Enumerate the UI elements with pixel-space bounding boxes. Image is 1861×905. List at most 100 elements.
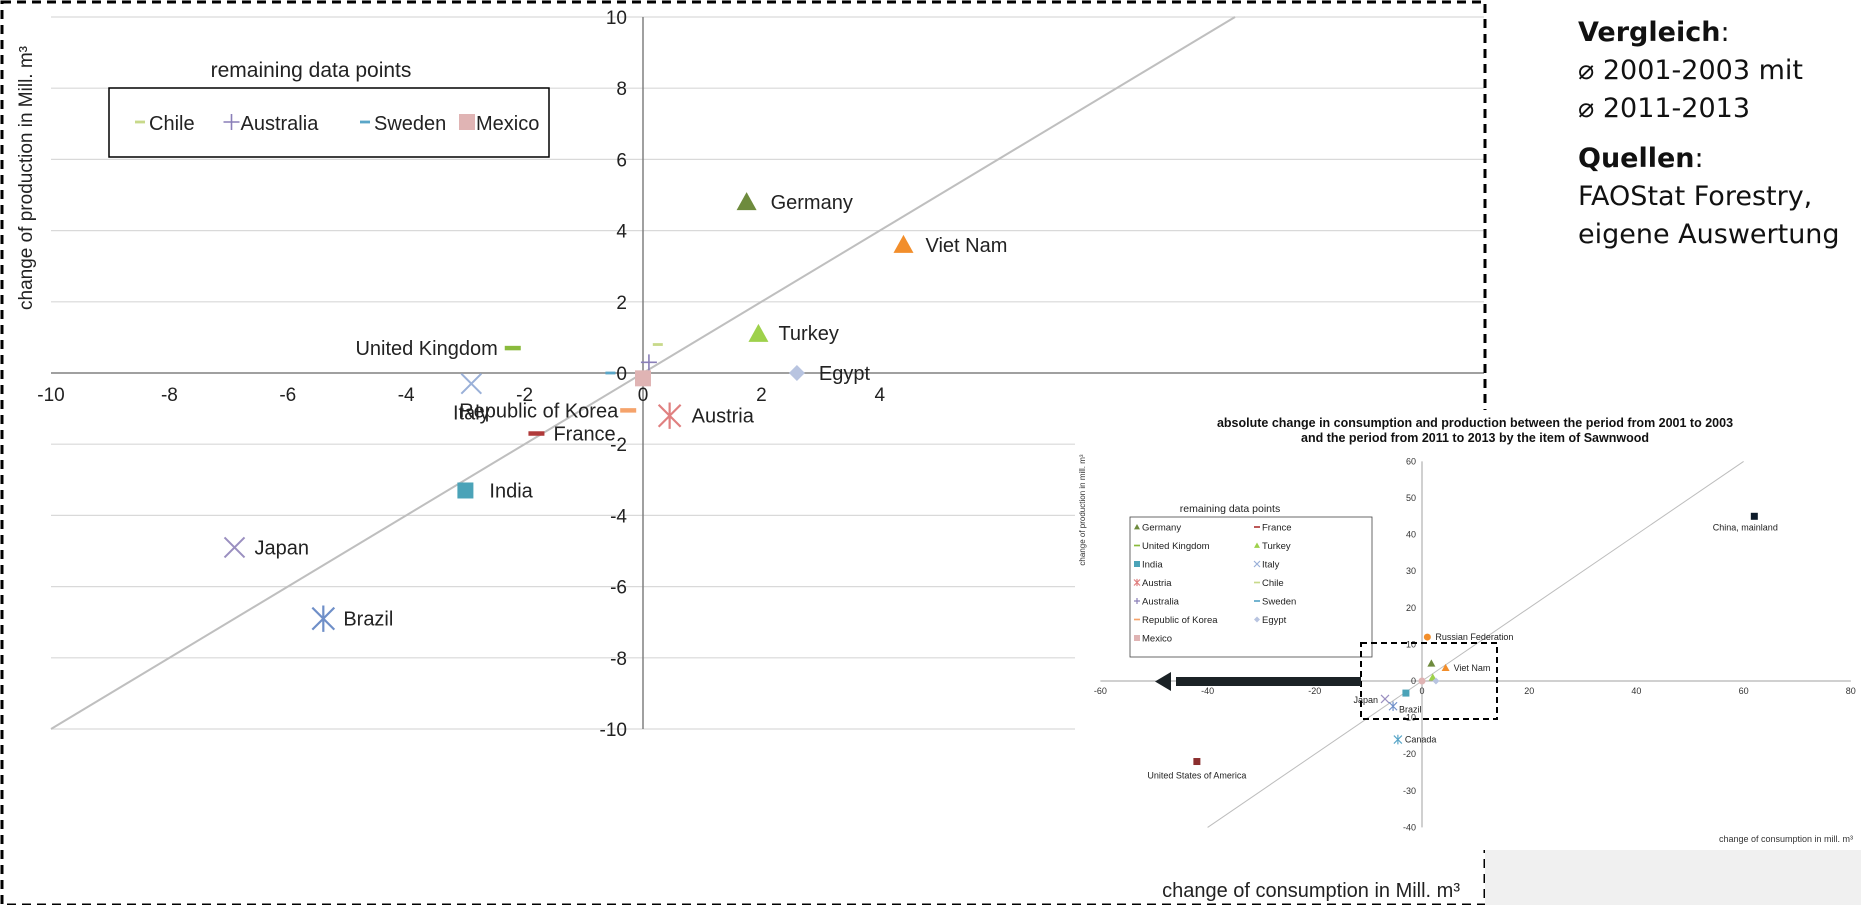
main-point-turkey <box>748 323 769 342</box>
inset-x-tick-label: -60 <box>1094 686 1107 696</box>
main-point-label-egypt: Egypt <box>819 363 871 385</box>
inset-legend-marker-egypt <box>1254 616 1260 623</box>
main-legend-label-australia: Australia <box>241 113 320 135</box>
main-point-label-turkey: Turkey <box>778 323 838 345</box>
main-y-tick-label: 6 <box>616 150 627 171</box>
main-legend-marker-mexico <box>459 114 475 130</box>
main-x-tick-label: 2 <box>756 385 767 406</box>
inset-legend-label-turkey: Turkey <box>1262 541 1291 552</box>
main-point-australia <box>640 354 657 371</box>
main-y-tick-label: 2 <box>616 293 627 314</box>
inset-y-tick-label: -30 <box>1403 786 1416 796</box>
main-point-label-austria: Austria <box>692 406 755 428</box>
main-point-india <box>457 482 474 499</box>
inset-point-label-china-mainland: China, mainland <box>1713 522 1778 532</box>
inset-point-japan <box>1380 694 1390 704</box>
inset-legend-label-chile: Chile <box>1262 578 1284 589</box>
main-point-label-india: India <box>489 480 533 502</box>
main-legend-box <box>108 87 550 158</box>
main-point-japan <box>223 536 246 559</box>
main-x-tick-label: 0 <box>638 385 649 406</box>
main-x-tick-label: 4 <box>875 385 886 406</box>
inset-y-tick-label: -10 <box>1403 713 1416 723</box>
inset-legend-title: remaining data points <box>1180 503 1280 515</box>
main-legend-marker-australia <box>223 114 240 130</box>
main-point-label-france: France <box>553 424 615 446</box>
main-point-label-united-kingdom: United Kingdom <box>355 338 497 360</box>
inset-point-egypt <box>1432 677 1440 685</box>
inset-point-brazil <box>1388 701 1398 712</box>
notes-panel: Vergleich: ⌀ 2001-2003 mit ⌀ 2011-2013 Q… <box>1578 14 1858 266</box>
main-point-label-japan: Japan <box>255 537 310 559</box>
inset-tick-labels: -60 -40 -20 0 20 40 60 80 -40 -30 -20 -10 0 10 20 30 40 5… <box>1094 456 1856 832</box>
inset-y-tick-label: 30 <box>1406 566 1416 576</box>
main-y-tick-label: 8 <box>616 79 627 100</box>
inset-x-tick-label: 80 <box>1846 686 1856 696</box>
arrow-head <box>1155 672 1171 691</box>
inset-legend-label-india: India <box>1142 560 1163 571</box>
main-legend-title: remaining data points <box>211 59 412 82</box>
main-point-france <box>528 431 545 436</box>
inset-legend-marker-australia <box>1134 598 1140 604</box>
inset-point-china-mainland <box>1750 512 1758 520</box>
inset-legend-marker-italy <box>1253 560 1261 568</box>
main-y-tick-label: 10 <box>606 8 627 29</box>
inset-y-axis-label: change of production in mill. m³ <box>1078 454 1087 566</box>
inset-legend-label-australia: Australia <box>1142 597 1180 608</box>
main-legend-label-sweden: Sweden <box>374 113 446 135</box>
main-x-tick-label: -6 <box>279 385 296 406</box>
main-y-tick-label: -4 <box>610 506 627 527</box>
inset-legend-label-italy: Italy <box>1262 560 1280 571</box>
main-y-tick-label: -2 <box>610 435 627 456</box>
inset-title-line-2: and the period from 2011 to 2013 by the … <box>1301 431 1649 445</box>
inset-y-tick-label: -40 <box>1403 822 1416 832</box>
inset-x-tick-label: 40 <box>1631 686 1641 696</box>
main-point-republic-of-korea <box>620 408 637 413</box>
inset-x-tick-label: 60 <box>1739 686 1749 696</box>
arrow-shaft <box>1176 677 1361 686</box>
sources-colon: : <box>1694 143 1704 174</box>
inset-point-label-viet-nam: Viet Nam <box>1454 663 1491 673</box>
main-y-tick-label: -8 <box>610 649 627 670</box>
main-y-tick-label: -6 <box>610 578 627 599</box>
inset-legend-marker-sweden <box>1254 600 1260 602</box>
main-x-tick-label: -2 <box>516 385 533 406</box>
inset-legend-marker-mexico <box>1134 635 1140 641</box>
main-data-points: Germany Viet Nam Turkey Egypt United Kingdom… <box>223 192 1007 632</box>
main-x-axis-label: change of consumption in Mill. m³ <box>1162 880 1460 902</box>
main-point-sweden <box>605 371 616 375</box>
comparison-period-1: ⌀ 2001-2003 mit <box>1578 55 1803 86</box>
main-point-italy <box>460 372 483 395</box>
main-legend-marker-sweden <box>360 120 370 124</box>
inset-legend-box <box>1129 516 1373 658</box>
inset-y-tick-label: 10 <box>1406 639 1416 649</box>
inset-legend-label-united-kingdom: United Kingdom <box>1142 541 1210 552</box>
main-legend-marker-chile <box>135 120 145 124</box>
inset-point-india <box>1402 689 1410 697</box>
inset-x-tick-label: -20 <box>1308 686 1321 696</box>
inset-legend-marker-chile <box>1254 581 1260 584</box>
source-line-1: FAOStat Forestry, <box>1578 181 1813 212</box>
inset-legend-entries: Germany France United Kingdom Turkey India It… <box>1133 523 1296 645</box>
inset-legend-marker-germany <box>1134 524 1140 530</box>
comparison-heading: Vergleich <box>1578 17 1721 48</box>
main-legend-label-mexico: Mexico <box>476 113 539 135</box>
inset-diagonal-line <box>1207 460 1744 828</box>
inset-y-tick-label: 40 <box>1406 530 1416 540</box>
inset-point-label-united-states-of-america: United States of America <box>1147 771 1246 781</box>
main-point-label-brazil: Brazil <box>343 609 393 631</box>
comparison-colon: : <box>1720 17 1730 48</box>
inset-legend-label-france: France <box>1262 523 1292 534</box>
inset-point-russian-federation <box>1423 633 1431 641</box>
main-point-chile <box>652 343 663 346</box>
sources-block: Quellen: FAOStat Forestry, eigene Auswer… <box>1578 140 1858 254</box>
main-point-mexico <box>635 370 651 387</box>
source-line-2: eigene Auswertung <box>1578 219 1840 250</box>
inset-title-line-1: absolute change in consumption and produ… <box>1217 416 1733 430</box>
inset-legend-marker-united-kingdom <box>1134 544 1140 547</box>
inset-point-label-brazil: Brazil <box>1399 704 1422 714</box>
inset-x-axis-label: change of consumption in mill. m³ <box>1719 834 1853 844</box>
inset-legend-marker-republic-of-korea <box>1134 618 1140 621</box>
inset-legend-label-austria: Austria <box>1142 578 1172 589</box>
inset-legend-label-egypt: Egypt <box>1262 615 1287 626</box>
